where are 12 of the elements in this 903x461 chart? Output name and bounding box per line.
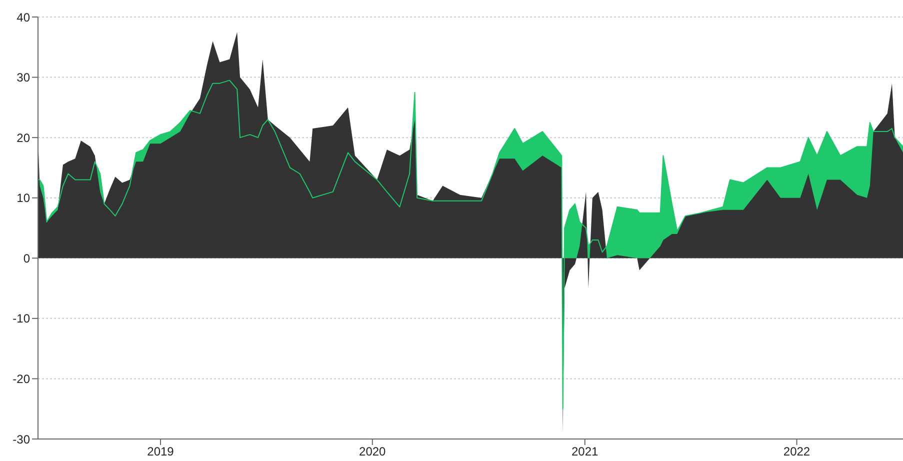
y-tick-label: 40: [16, 10, 30, 24]
y-tick-label: 10: [16, 191, 30, 206]
y-tick-label: 0: [23, 251, 30, 266]
x-tick-label: 2020: [359, 444, 386, 459]
y-tick-label: 20: [16, 130, 30, 145]
y-tick-label: -20: [12, 372, 30, 386]
y-tick-label: 30: [16, 70, 30, 85]
x-tick-label: 2022: [783, 444, 810, 459]
y-tick-label: -10: [12, 312, 30, 326]
x-tick-label: 2019: [147, 444, 174, 459]
y-tick-label: -30: [12, 432, 30, 446]
x-tick-label: 2021: [572, 444, 599, 459]
